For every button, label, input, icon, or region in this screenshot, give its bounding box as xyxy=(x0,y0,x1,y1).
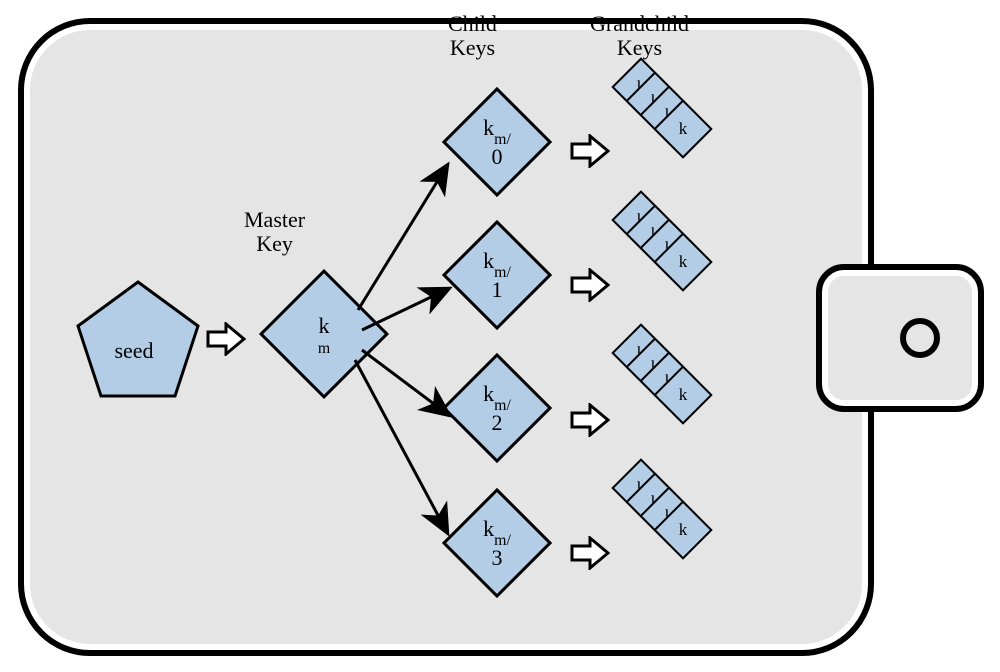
label-child: ChildKeys xyxy=(448,12,497,60)
wallet-snap xyxy=(900,318,940,358)
block-arrow-2 xyxy=(570,268,610,302)
block-arrow-1 xyxy=(570,134,610,168)
label-grandchild: GrandchildKeys xyxy=(590,12,689,60)
block-arrow-3 xyxy=(570,403,610,437)
label-master: MasterKey xyxy=(244,208,305,256)
seed-node: seed xyxy=(74,278,194,398)
master-key-label: km xyxy=(281,291,367,377)
block-arrow-0 xyxy=(206,322,246,356)
block-arrow-4 xyxy=(570,536,610,570)
seed-label: seed xyxy=(74,338,194,364)
